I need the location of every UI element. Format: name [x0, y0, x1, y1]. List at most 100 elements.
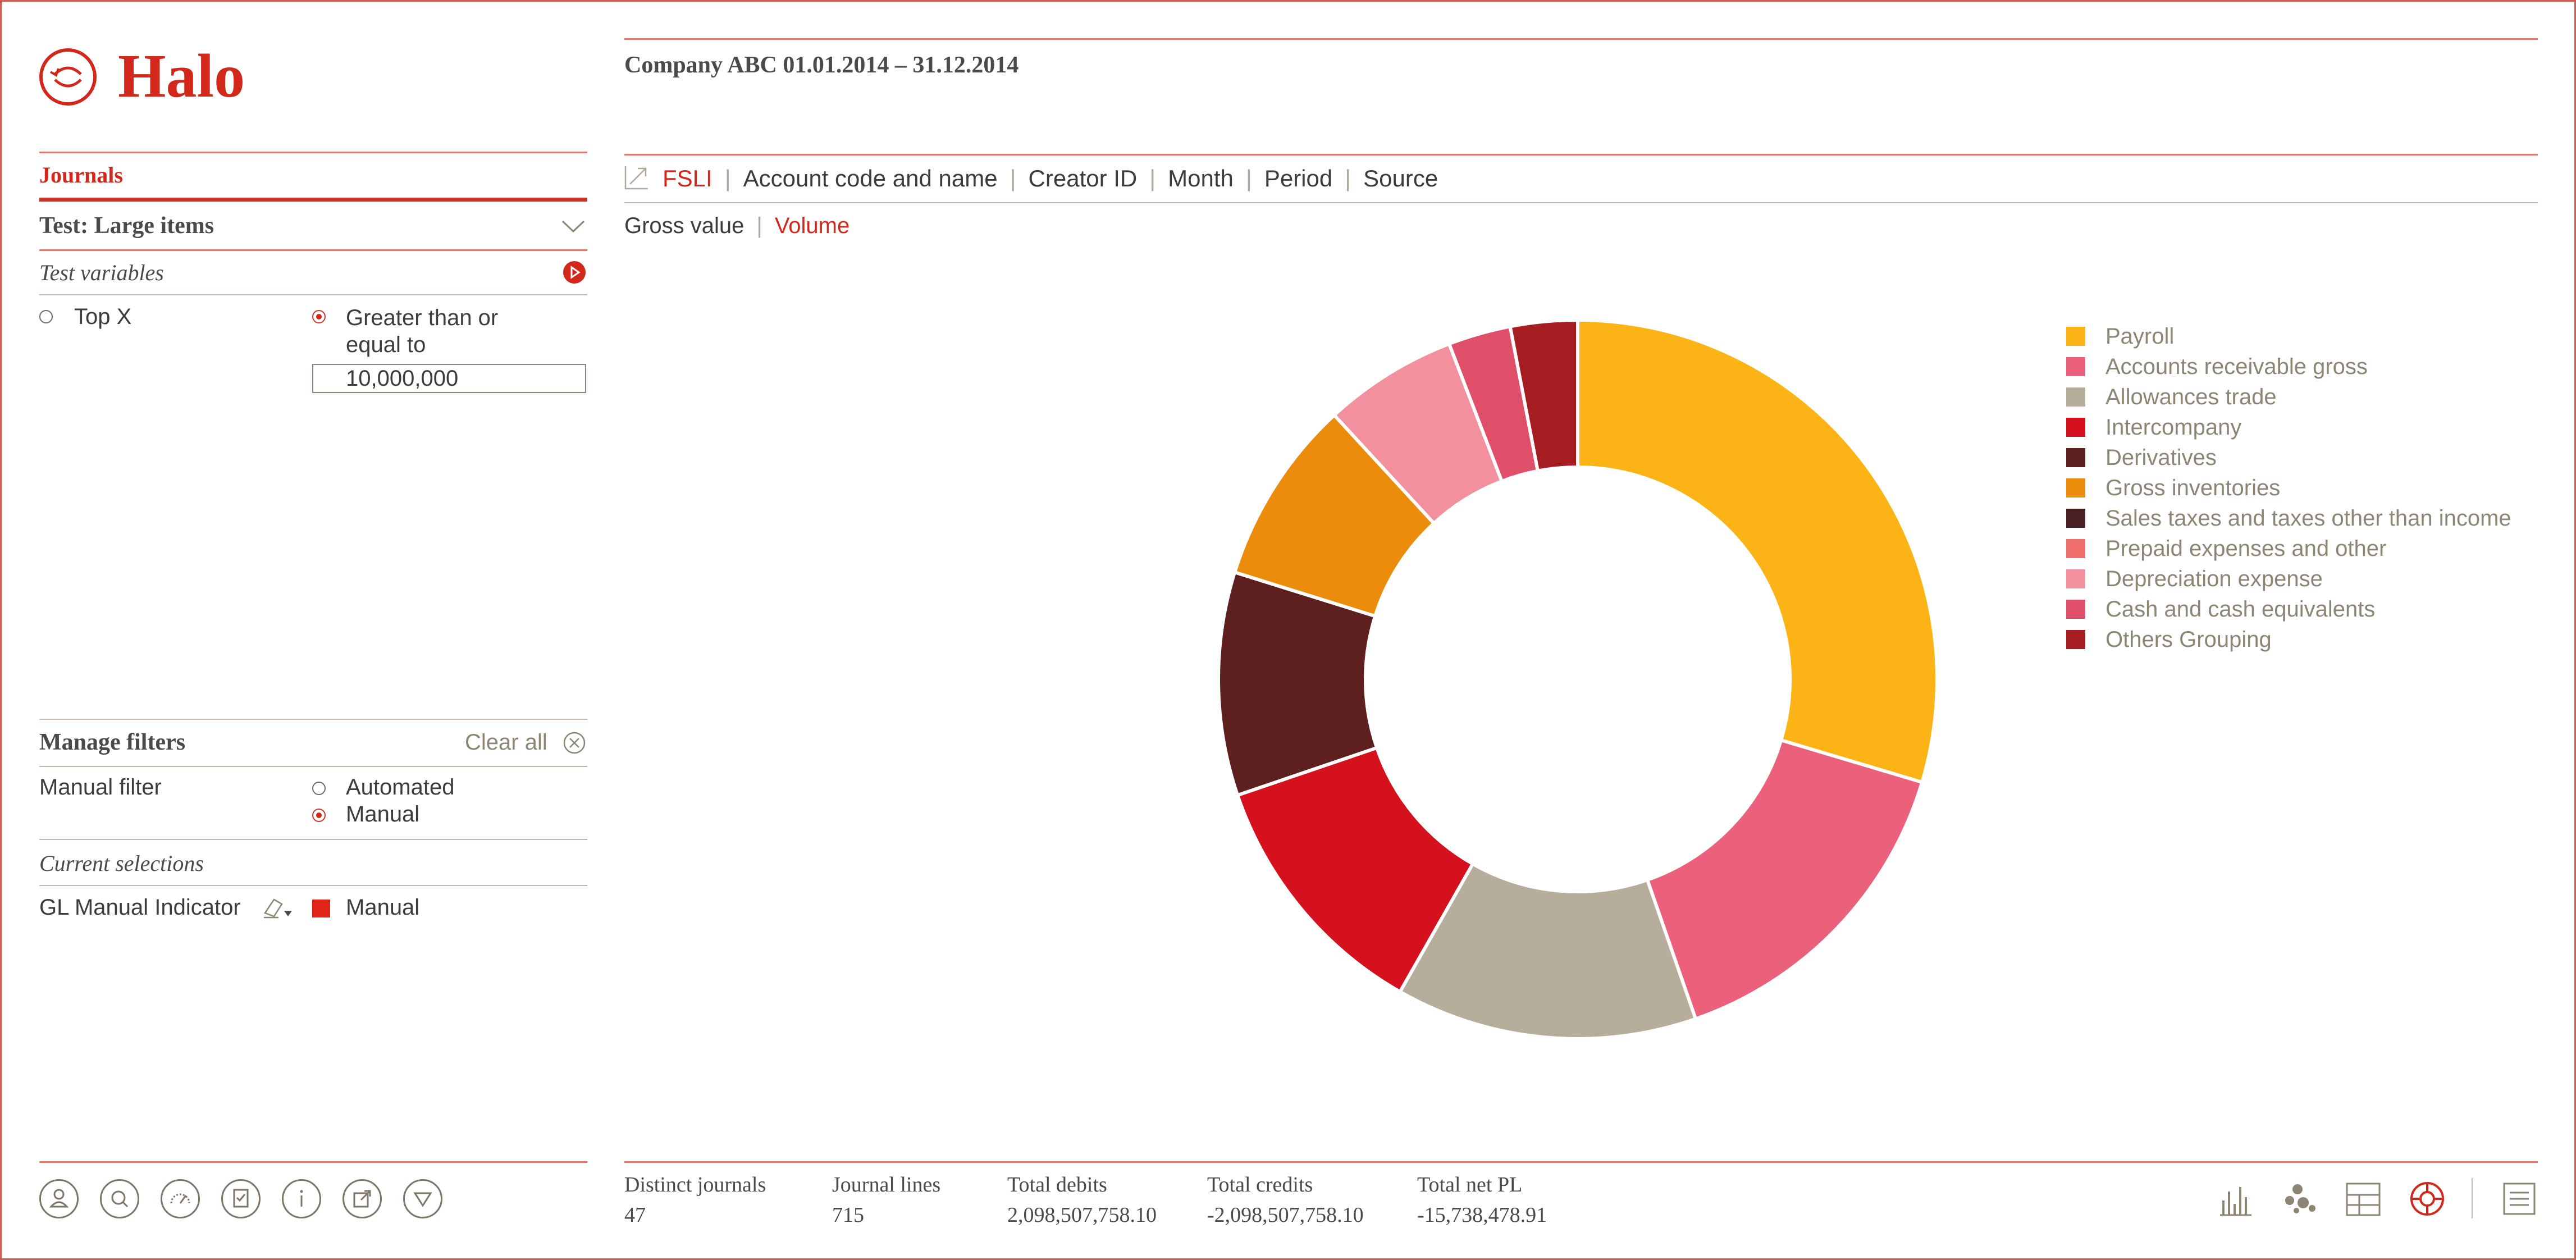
tab-gross-value[interactable]: Gross value — [624, 213, 745, 238]
legend-swatch — [2066, 387, 2085, 407]
legend-item[interactable]: Sales taxes and taxes other than income — [2066, 503, 2511, 533]
stat-value: 47 — [624, 1203, 646, 1227]
tab-separator: | — [1245, 165, 1252, 191]
stat-total-net-pl: Total net PL -15,738,478.91 — [1417, 1172, 1547, 1227]
table-icon[interactable] — [2345, 1180, 2382, 1217]
donut-chart — [1217, 318, 1939, 1040]
tab-source[interactable]: Source — [1363, 165, 1438, 191]
section-underline — [39, 198, 587, 202]
legend-label: Prepaid expenses and other — [2105, 536, 2387, 561]
expand-icon[interactable] — [624, 165, 649, 190]
filter-icon[interactable] — [403, 1179, 442, 1218]
tab-separator: | — [724, 165, 731, 191]
legend-item[interactable]: Prepaid expenses and other — [2066, 533, 2511, 564]
test-selector-label[interactable]: Test: Large items — [39, 213, 214, 239]
tab-creator-id[interactable]: Creator ID — [1028, 165, 1138, 191]
stat-total-credits: Total credits -2,098,507,758.10 — [1207, 1172, 1364, 1227]
selection-value: Manual — [346, 895, 420, 920]
tabs-rule — [624, 202, 2538, 203]
test-variables-rule — [39, 294, 587, 295]
run-test-icon[interactable] — [563, 261, 586, 284]
legend-item[interactable]: Allowances trade — [2066, 382, 2511, 412]
legend-item[interactable]: Cash and cash equivalents — [2066, 594, 2511, 624]
dashboard-icon[interactable] — [161, 1179, 200, 1218]
bar-chart-icon[interactable] — [2217, 1180, 2254, 1217]
top-x-radio[interactable] — [39, 310, 53, 323]
header-top-rule — [624, 38, 2538, 40]
stat-label: Total debits — [1007, 1173, 1107, 1197]
legend-item[interactable]: Depreciation expense — [2066, 564, 2511, 594]
summary-rule — [624, 1161, 2538, 1163]
tab-account-code[interactable]: Account code and name — [743, 165, 998, 191]
measure-tabs: Gross value | Volume — [624, 213, 849, 239]
legend-swatch — [2066, 569, 2085, 588]
legend-swatch — [2066, 357, 2085, 376]
legend-item[interactable]: Intercompany — [2066, 412, 2511, 442]
eraser-icon[interactable] — [262, 896, 293, 921]
tab-month[interactable]: Month — [1168, 165, 1234, 191]
legend-item[interactable]: Others Grouping — [2066, 624, 2511, 655]
test-selector-rule — [39, 249, 587, 251]
legend-swatch — [2066, 448, 2085, 467]
app-name: Halo — [118, 42, 245, 110]
info-icon[interactable] — [282, 1179, 321, 1218]
selection-color-swatch — [312, 900, 330, 917]
legend-item[interactable]: Gross inventories — [2066, 473, 2511, 503]
stat-value: 715 — [832, 1203, 864, 1227]
legend-label: Cash and cash equivalents — [2105, 596, 2376, 622]
legend-label: Allowances trade — [2105, 384, 2277, 409]
test-variables-heading: Test variables — [39, 260, 164, 285]
tab-separator: | — [1345, 165, 1351, 191]
clear-all-button[interactable]: Clear all — [465, 730, 547, 755]
section-title[interactable]: Journals — [39, 162, 123, 188]
donut-slice-accounts-receivable-gross[interactable] — [1645, 738, 1924, 1021]
manage-filters-heading: Manage filters — [39, 729, 186, 755]
page-title: Company ABC 01.01.2014 – 31.12.2014 — [624, 52, 1019, 78]
export-icon[interactable] — [342, 1179, 382, 1218]
tab-separator: | — [756, 213, 762, 238]
legend-label: Payroll — [2105, 323, 2175, 349]
legend-item[interactable]: Accounts receivable gross — [2066, 351, 2511, 382]
search-icon[interactable] — [100, 1179, 139, 1218]
checklist-icon[interactable] — [221, 1179, 261, 1218]
manual-radio[interactable] — [312, 809, 326, 822]
pie-chart-icon[interactable] — [2408, 1179, 2447, 1218]
tab-volume[interactable]: Volume — [774, 213, 850, 238]
donut-slice-others-grouping[interactable] — [1508, 318, 1579, 473]
legend-item[interactable]: Derivatives — [2066, 442, 2511, 473]
greater-than-label: Greater than or equal to — [346, 304, 498, 358]
tab-separator: | — [1010, 165, 1016, 191]
current-selections-top-rule — [39, 839, 587, 840]
legend-swatch — [2066, 600, 2085, 619]
legend-swatch — [2066, 327, 2085, 346]
header-bottom-rule — [624, 154, 2538, 156]
scatter-icon[interactable] — [2281, 1180, 2318, 1217]
legend-swatch — [2066, 509, 2085, 528]
threshold-input[interactable]: 10,000,000 — [312, 364, 586, 393]
list-icon[interactable] — [2502, 1181, 2537, 1216]
donut-slice-payroll[interactable] — [1576, 318, 1939, 784]
user-icon[interactable] — [39, 1179, 79, 1218]
legend-swatch — [2066, 630, 2085, 649]
tab-separator: | — [1149, 165, 1156, 191]
legend-label: Depreciation expense — [2105, 566, 2323, 591]
legend-swatch — [2066, 478, 2085, 497]
donut-slice-allowances-trade[interactable] — [1397, 861, 1698, 1040]
automated-radio[interactable] — [312, 782, 326, 795]
stat-label: Journal lines — [832, 1173, 941, 1197]
clear-all-icon[interactable] — [563, 731, 586, 755]
donut-slice-intercompany[interactable] — [1235, 745, 1476, 994]
manual-filter-label: Manual filter — [39, 775, 162, 800]
tab-period[interactable]: Period — [1264, 165, 1333, 191]
greater-than-radio[interactable] — [312, 310, 326, 323]
stat-total-debits: Total debits 2,098,507,758.10 — [1007, 1172, 1157, 1227]
greater-than-label-line1: Greater than or — [346, 305, 499, 330]
legend-item[interactable]: Payroll — [2066, 321, 2511, 351]
chevron-down-icon[interactable] — [561, 220, 585, 234]
current-selections-heading: Current selections — [39, 851, 204, 876]
sidebar-top-rule — [39, 152, 587, 153]
donut-slice-derivatives[interactable] — [1217, 570, 1379, 798]
stat-label: Distinct journals — [624, 1173, 766, 1197]
stat-journal-lines: Journal lines 715 — [832, 1172, 940, 1227]
tab-fsli[interactable]: FSLI — [663, 165, 712, 191]
